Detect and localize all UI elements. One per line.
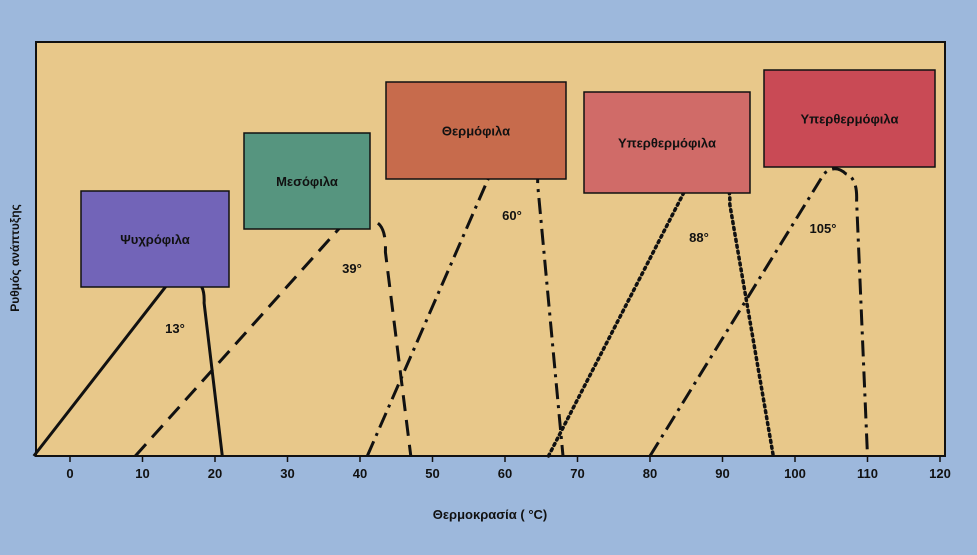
- x-tick-label: 60: [498, 466, 512, 481]
- legend-label-4: Υπερθερμόφιλα: [618, 136, 716, 151]
- x-tick-label: 0: [66, 466, 73, 481]
- legend-box-2: [243, 132, 371, 230]
- x-tick-label: 20: [208, 466, 222, 481]
- optimum-label-1: 13°: [165, 321, 185, 336]
- x-tick-label: 10: [135, 466, 149, 481]
- legend-label-2: Μεσόφιλα: [276, 174, 338, 189]
- optimum-label-2: 39°: [342, 261, 362, 276]
- x-tick-label: 40: [353, 466, 367, 481]
- legend-label-3: Θερμόφιλα: [442, 124, 510, 139]
- x-tick-label: 80: [643, 466, 657, 481]
- legend-box-5: [763, 69, 936, 168]
- series-line-5: [648, 167, 869, 457]
- optimum-label-4: 88°: [689, 230, 709, 245]
- legend-label-5: Υπερθερμόφιλα: [801, 112, 899, 127]
- x-tick-label: 120: [929, 466, 951, 481]
- x-tick-label: 90: [715, 466, 729, 481]
- legend-box-1: [80, 190, 230, 288]
- legend-box-4: [583, 91, 751, 194]
- x-tick-label: 100: [784, 466, 806, 481]
- legend-label-1: Ψυχρόφιλα: [120, 232, 190, 247]
- x-axis-title: Θερμοκρασία ( °C): [433, 507, 547, 522]
- x-tick-label: 30: [280, 466, 294, 481]
- x-tick-label: 110: [857, 466, 878, 481]
- x-tick-label: 50: [425, 466, 439, 481]
- optimum-label-5: 105°: [810, 221, 837, 236]
- legend-box-3: [385, 81, 567, 180]
- x-tick-label: 70: [570, 466, 584, 481]
- optimum-label-3: 60°: [502, 208, 522, 223]
- y-axis-title: Ρυθμός ανάπτυξης: [8, 204, 22, 312]
